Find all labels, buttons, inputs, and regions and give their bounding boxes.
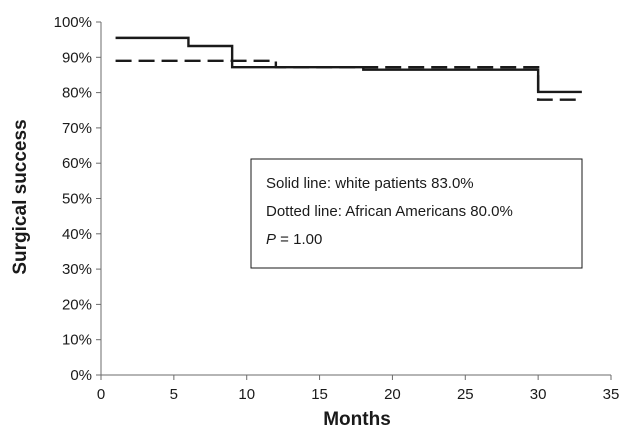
x-tick-label: 0	[97, 386, 105, 403]
y-axis-ticks: 0% 10% 20% 30% 40% 50% 60% 70% 80% 90% 100%	[54, 14, 101, 384]
y-tick-label: 10%	[62, 332, 92, 349]
p-value-symbol: P	[266, 231, 276, 248]
legend-line-solid: Solid line: white patients 83.0%	[266, 175, 474, 192]
x-tick-label: 35	[603, 386, 620, 403]
y-tick-label: 80%	[62, 85, 92, 102]
y-tick-label: 100%	[54, 14, 92, 31]
y-tick-label: 50%	[62, 191, 92, 208]
x-tick-label: 30	[530, 386, 547, 403]
x-tick-label: 5	[170, 386, 178, 403]
x-tick-label: 15	[311, 386, 328, 403]
y-axis-title: Surgical success	[10, 119, 31, 274]
y-tick-label: 0%	[70, 367, 92, 384]
x-axis-ticks: 0 5 10 15 20 25 30 35	[97, 375, 620, 403]
y-tick-label: 20%	[62, 296, 92, 313]
legend-box: Solid line: white patients 83.0% Dotted …	[250, 158, 583, 269]
legend-p-value: P = 1.00	[266, 231, 322, 248]
p-value-number: = 1.00	[276, 231, 322, 248]
x-tick-label: 10	[238, 386, 255, 403]
legend-frame	[250, 158, 583, 269]
y-tick-label: 70%	[62, 120, 92, 137]
series-group	[115, 36, 582, 101]
x-tick-label: 25	[457, 386, 474, 403]
legend-line-dotted: Dotted line: African Americans 80.0%	[266, 203, 513, 220]
x-axis-title: Months	[323, 409, 391, 430]
y-tick-label: 40%	[62, 226, 92, 243]
y-tick-label: 90%	[62, 49, 92, 66]
y-tick-label: 60%	[62, 155, 92, 172]
series-line-solid	[115, 36, 582, 94]
y-tick-label: 30%	[62, 261, 92, 278]
x-tick-label: 20	[384, 386, 401, 403]
series-line-dashed	[115, 59, 582, 101]
